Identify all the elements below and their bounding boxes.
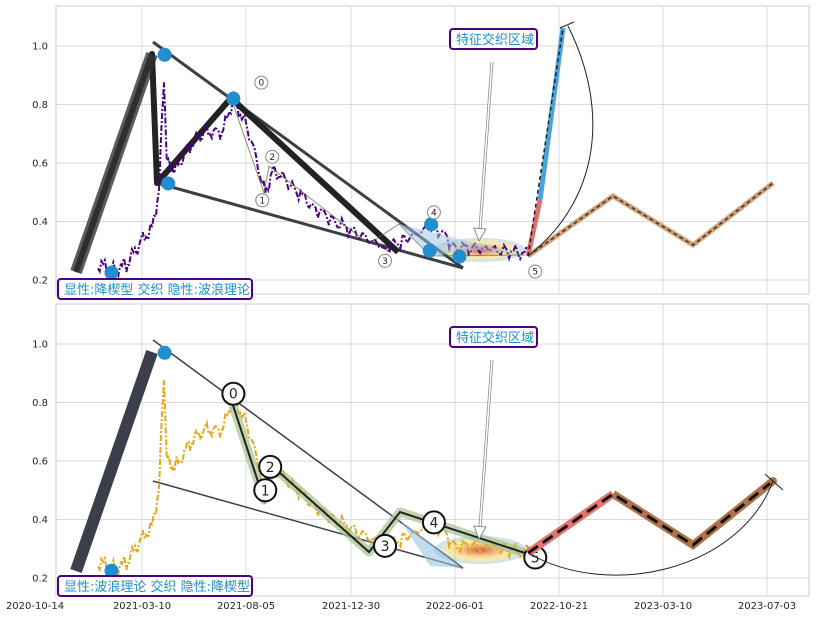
bottom-projection-red bbox=[525, 490, 616, 557]
top-anchor-point bbox=[452, 249, 467, 264]
top-panel: 0.2 0.4 0.6 0.8 1.0 0 1 2 3 4 5 bbox=[32, 5, 810, 300]
bottom-wave-marker bbox=[258, 454, 283, 479]
bottom-wedge-lower bbox=[152, 480, 464, 569]
top-anchor-point bbox=[226, 91, 241, 106]
top-anchor-point bbox=[424, 217, 439, 232]
bottom-y-tick-label: 1.0 bbox=[32, 340, 48, 351]
bottom-wave-marker bbox=[373, 533, 398, 558]
bottom-arc bbox=[527, 480, 774, 576]
top-y-tick-labels: 0.2 0.4 0.6 0.8 1.0 bbox=[32, 42, 48, 287]
x-tick-label: 2021-08-05 bbox=[217, 601, 275, 612]
top-arrow-shaft-inner bbox=[479, 61, 493, 231]
top-wave-label: 2 bbox=[269, 153, 275, 163]
bottom-arrow-shaft-inner bbox=[479, 359, 493, 529]
top-wave-marker bbox=[265, 149, 280, 164]
x-tick-label: 2020-10-14 bbox=[6, 601, 64, 612]
top-projection-dash bbox=[527, 182, 774, 257]
top-wave-labels: 0 1 2 3 4 5 bbox=[254, 75, 543, 279]
top-wave-label: 4 bbox=[431, 208, 437, 218]
top-wave-marker bbox=[378, 253, 393, 268]
top-wave-label: 0 bbox=[259, 79, 265, 89]
bottom-anchor-points bbox=[104, 345, 172, 578]
top-anchor-points bbox=[104, 47, 467, 280]
top-wave-marker bbox=[254, 75, 269, 90]
bottom-panel: 0.2 0.4 0.6 0.8 1.0 2020-10-14 2021-03-10 2021… bbox=[6, 303, 810, 612]
bottom-anchor-path bbox=[70, 350, 158, 573]
top-wave-label: 5 bbox=[532, 268, 538, 278]
top-anchor-point bbox=[157, 47, 172, 62]
bottom-wave-label: 2 bbox=[266, 460, 275, 476]
top-arrow-head bbox=[473, 227, 487, 243]
bottom-wave-marker bbox=[421, 510, 446, 535]
x-tick-label: 2023-07-03 bbox=[738, 601, 796, 612]
bottom-y-tick-label: 0.2 bbox=[32, 574, 48, 585]
top-anchor-point bbox=[422, 243, 437, 258]
top-wave-marker bbox=[255, 193, 270, 208]
bottom-y-tick-label: 0.6 bbox=[32, 457, 48, 468]
bottom-arrow-head bbox=[473, 525, 487, 541]
bottom-wave-label: 0 bbox=[229, 387, 238, 403]
bottom-wave-marker bbox=[253, 478, 278, 503]
bottom-wave-label: 4 bbox=[429, 515, 438, 531]
bottom-wave-label: 3 bbox=[381, 539, 390, 555]
top-y-tick-label: 0.4 bbox=[32, 217, 48, 228]
top-anchor-shadow bbox=[70, 52, 158, 274]
x-tick-label: 2021-03-10 bbox=[113, 601, 171, 612]
bottom-y-tick-label: 0.8 bbox=[32, 398, 48, 409]
top-anchor-point bbox=[161, 176, 176, 191]
top-arc bbox=[527, 25, 594, 257]
bottom-wave-labels: 0 1 2 3 4 5 bbox=[221, 381, 548, 570]
bottom-wave-fill bbox=[400, 520, 463, 568]
top-legend-box: 显性:降楔型 交织 隐性:波浪理论 bbox=[57, 278, 253, 300]
x-tick-labels: 2020-10-14 2021-03-10 2021-08-05 2021-12-30… bbox=[6, 601, 796, 612]
top-vertical-projection-dash bbox=[527, 27, 564, 257]
top-y-tick-label: 0.6 bbox=[32, 159, 48, 170]
x-tick-label: 2022-06-01 bbox=[426, 601, 484, 612]
top-vertical-projection-blue bbox=[537, 27, 566, 201]
bottom-zone-box-text: 特征交织区域 bbox=[456, 330, 534, 346]
top-wave-label: 1 bbox=[259, 196, 265, 206]
bottom-legend-box-text: 显性:波浪理论 交织 隐性:降楔型 bbox=[64, 579, 250, 595]
top-arc-cap bbox=[559, 21, 575, 29]
bottom-wave-label: 1 bbox=[261, 483, 270, 499]
bottom-zone-box: 特征交织区域 bbox=[449, 326, 538, 348]
top-zone-box-text: 特征交织区域 bbox=[456, 32, 534, 48]
top-y-tick-label: 1.0 bbox=[32, 42, 48, 53]
x-tick-label: 2021-12-30 bbox=[322, 601, 380, 612]
top-wedge-lower bbox=[156, 181, 464, 270]
bottom-y-tick-labels: 0.2 0.4 0.6 0.8 1.0 bbox=[32, 340, 48, 585]
bottom-y-tick-label: 0.4 bbox=[32, 515, 48, 526]
top-wave-marker bbox=[528, 264, 543, 279]
top-anchor-point bbox=[104, 265, 119, 280]
bottom-wave-label: 5 bbox=[531, 551, 540, 567]
top-y-tick-label: 0.2 bbox=[32, 276, 48, 287]
bottom-legend-box: 显性:波浪理论 交织 隐性:降楔型 bbox=[57, 575, 253, 597]
top-legend-box-text: 显性:降楔型 交织 隐性:波浪理论 bbox=[64, 282, 250, 298]
bottom-arc-cap bbox=[764, 473, 784, 491]
top-wave-marker bbox=[426, 205, 441, 220]
x-tick-label: 2022-10-21 bbox=[530, 601, 588, 612]
bottom-anchor-point bbox=[157, 345, 172, 360]
top-y-tick-label: 0.8 bbox=[32, 100, 48, 111]
top-wave-label: 3 bbox=[382, 257, 388, 267]
bottom-anchor-point bbox=[104, 563, 119, 578]
top-zone-box: 特征交织区域 bbox=[449, 28, 538, 50]
bottom-projection-dash bbox=[527, 479, 774, 555]
bottom-wave-marker bbox=[221, 381, 246, 406]
x-tick-label: 2023-03-10 bbox=[634, 601, 692, 612]
